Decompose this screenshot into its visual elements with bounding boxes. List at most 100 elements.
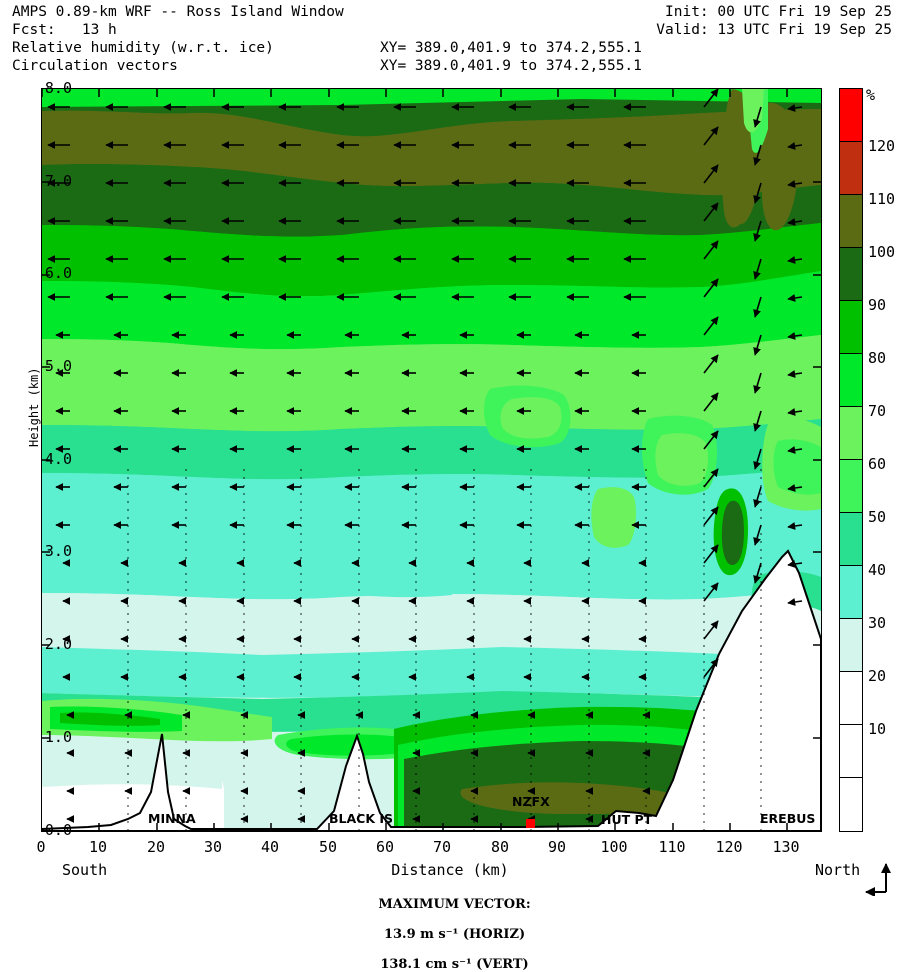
cross-section-plot: MINNA BLACK IS NZFX HUT PT EREBUS [41,88,822,832]
colorbar-tick-90: 90 [868,296,887,314]
colorbar-tick-80: 80 [868,349,887,367]
y-tick-5: 5.0 [44,357,72,375]
x-tick-0: 0 [36,838,46,856]
station-label-nzfx: NZFX [512,794,550,809]
wind-vector [703,278,719,298]
wind-vector [787,218,803,226]
wind-vector [753,372,762,394]
wind-vector [703,316,719,336]
nzfx-marker [526,819,535,828]
wind-vector [787,104,803,112]
colorbar-cell [840,672,862,725]
wind-vector [787,484,803,492]
colorbar-cell [840,195,862,248]
reference-vector-icon [865,863,891,896]
wind-vector [753,144,762,166]
maxvec-horiz: 13.9 m s⁻¹ (HORIZ) [383,927,526,942]
wind-vector [703,620,719,640]
axis-ticks [42,89,821,831]
wind-vector [787,180,803,188]
header-xy-humidity: XY= 389.0,401.9 to 374.2,555.1 [380,40,642,56]
y-tick-4: 4.0 [44,450,72,468]
y-tick-8: 8.0 [44,79,72,97]
colorbar-cell [840,566,862,619]
header-field-vectors: Circulation vectors [12,58,178,74]
wind-vector [753,448,762,470]
contour-field [42,89,821,831]
header-xy-vectors: XY= 389.0,401.9 to 374.2,555.1 [380,58,642,74]
x-axis-south-label: South [62,861,108,879]
maxvec-label: MAXIMUM VECTOR: [378,897,531,912]
station-label-black-is: BLACK IS [329,811,394,826]
colorbar-cell [840,725,862,778]
x-tick-90: 90 [547,838,567,856]
colorbar-tick-50: 50 [868,508,887,526]
y-tick-2: 2.0 [44,635,72,653]
x-tick-110: 110 [658,838,686,856]
colorbar-tick-110: 110 [868,190,896,208]
wind-vector [787,598,803,606]
wind-vector [703,430,719,450]
colorbar-cell [840,513,862,566]
colorbar-cell [840,407,862,460]
x-tick-50: 50 [318,838,338,856]
wind-vector [703,392,719,412]
wind-vector [753,258,762,280]
wind-vector [703,126,719,146]
y-tick-7: 7.0 [44,172,72,190]
colorbar-cell [840,248,862,301]
header-valid-time: Valid: 13 UTC Fri 19 Sep 25 [656,22,892,38]
wind-vector [787,294,803,302]
wind-vector [753,334,762,356]
colorbar-cell [840,354,862,407]
colorbar-tick-20: 20 [868,667,887,685]
colorbar-cell [840,301,862,354]
wind-vector [753,524,762,546]
y-tick-3: 3.0 [44,542,72,560]
x-tick-30: 30 [203,838,223,856]
plot-canvas: MINNA BLACK IS NZFX HUT PT EREBUS [42,89,821,831]
wind-vector [787,142,803,150]
wind-vector [703,202,719,222]
wind-vector [703,468,719,488]
colorbar-cell [840,142,862,195]
y-tick-0: 0.0 [44,821,72,839]
header: AMPS 0.89-km WRF -- Ross Island Window F… [0,0,900,86]
x-tick-10: 10 [88,838,108,856]
station-label-minna: MINNA [148,811,196,826]
colorbar [839,88,863,832]
y-axis-title: Height (km) [27,367,41,447]
station-label-hut-pt: HUT PT [601,812,653,827]
wind-vector [703,354,719,374]
header-forecast-hour: Fcst: 13 h [12,22,117,38]
header-field-humidity: Relative humidity (w.r.t. ice) [12,40,274,56]
wind-vector [753,410,762,432]
wind-vector [703,164,719,184]
colorbar-tick-60: 60 [868,455,887,473]
x-tick-80: 80 [490,838,510,856]
wind-vector [703,89,719,108]
colorbar-cell [840,778,862,831]
wind-vector [703,582,719,602]
colorbar-cell [840,89,862,142]
colorbar-tick-40: 40 [868,561,887,579]
wind-vector [753,182,762,204]
station-label-erebus: EREBUS [760,811,816,826]
x-tick-130: 130 [772,838,800,856]
wind-vector [753,106,762,128]
maxvec-vert: 138.1 cm s⁻¹ (VERT) [380,957,529,972]
header-title: AMPS 0.89-km WRF -- Ross Island Window [12,4,344,20]
colorbar-tick-70: 70 [868,402,887,420]
wind-vector [753,220,762,242]
x-tick-60: 60 [375,838,395,856]
y-tick-1: 1.0 [44,728,72,746]
wind-vector [787,560,803,568]
colorbar-tick-30: 30 [868,614,887,632]
wind-vector [703,544,719,564]
wind-vector [787,256,803,264]
wind-vector [787,446,803,454]
x-tick-40: 40 [260,838,280,856]
wind-vector [753,562,762,584]
x-tick-20: 20 [146,838,166,856]
maximum-vector-note: MAXIMUM VECTOR: 13.9 m s⁻¹ (HORIZ) 138.1… [0,882,900,972]
